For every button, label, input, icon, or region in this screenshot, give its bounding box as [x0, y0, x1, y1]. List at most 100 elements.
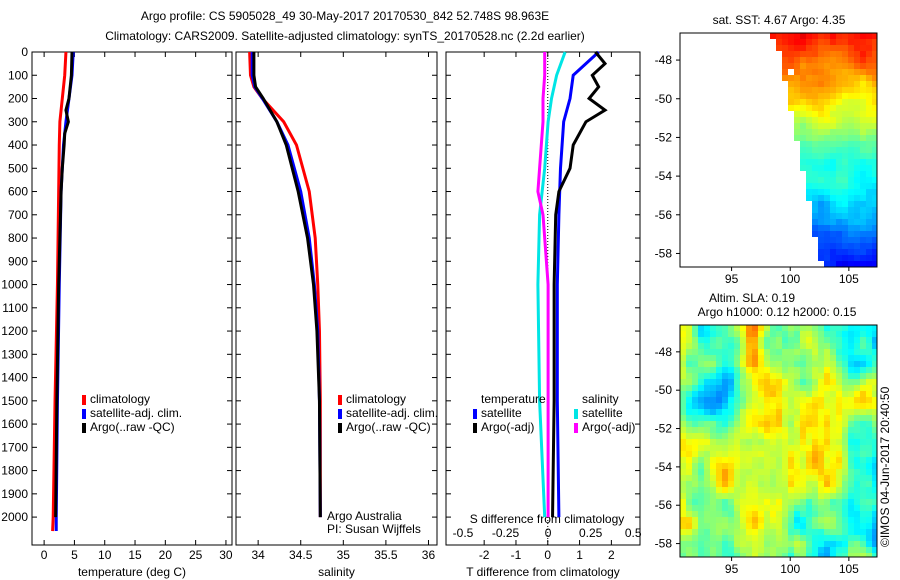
- map-cell: [692, 415, 698, 421]
- map-cell: [722, 385, 728, 391]
- map-cell: [860, 81, 866, 87]
- map-cell: [860, 93, 866, 99]
- map-cell: [800, 153, 806, 159]
- map-cell: [842, 63, 848, 69]
- map-cell: [854, 469, 860, 475]
- map-cell: [872, 403, 877, 409]
- map-cell: [758, 529, 764, 535]
- map-cell: [872, 99, 877, 105]
- map-cell: [734, 355, 740, 361]
- map-cell: [854, 249, 860, 255]
- map-cell: [680, 439, 686, 445]
- map-cell: [812, 523, 818, 529]
- map-cell: [722, 397, 728, 403]
- map-cell: [824, 541, 830, 547]
- map-cell: [794, 337, 800, 343]
- map-cell: [722, 421, 728, 427]
- map-cell: [854, 69, 860, 75]
- map-cell: [758, 517, 764, 523]
- map-cell: [800, 87, 806, 93]
- map-cell: [818, 379, 824, 385]
- map-cell: [716, 415, 722, 421]
- map-cell: [740, 403, 746, 409]
- map-cell: [716, 349, 722, 355]
- map-cell: [782, 57, 788, 63]
- map-cell: [716, 457, 722, 463]
- map-cell: [854, 39, 860, 45]
- map-cell: [812, 69, 818, 75]
- map-cell: [800, 409, 806, 415]
- map-cell: [818, 445, 824, 451]
- map-cell: [704, 481, 710, 487]
- map-cell: [788, 343, 794, 349]
- map-cell: [722, 451, 728, 457]
- map-cell: [764, 409, 770, 415]
- map-cell: [728, 397, 734, 403]
- map-cell: [752, 337, 758, 343]
- map-cell: [806, 379, 812, 385]
- map-cell: [866, 171, 872, 177]
- map-cell: [830, 45, 836, 51]
- map-cell: [716, 463, 722, 469]
- map-cell: [860, 517, 866, 523]
- map-cell: [872, 105, 877, 111]
- map-cell: [686, 391, 692, 397]
- map-cell: [686, 451, 692, 457]
- map-cell: [818, 367, 824, 373]
- map-cell: [716, 379, 722, 385]
- map-cell: [854, 499, 860, 505]
- map-cell: [812, 535, 818, 541]
- map-cell: [860, 231, 866, 237]
- map-cell: [686, 379, 692, 385]
- map-cell: [734, 391, 740, 397]
- map-cell: [680, 529, 686, 535]
- map-cell: [872, 129, 877, 135]
- map-cell: [704, 361, 710, 367]
- map-cell: [818, 415, 824, 421]
- map-cell: [686, 475, 692, 481]
- map-cell: [866, 343, 872, 349]
- map-cell: [830, 123, 836, 129]
- map-cell: [854, 403, 860, 409]
- map-cell: [734, 373, 740, 379]
- lat-tick-label: -54: [655, 169, 673, 183]
- map-cell: [776, 451, 782, 457]
- map-cell: [818, 397, 824, 403]
- map-cell: [800, 63, 806, 69]
- map-cell: [854, 171, 860, 177]
- map-cell: [818, 249, 824, 255]
- map-cell: [710, 547, 716, 553]
- map-cell: [764, 385, 770, 391]
- map-cell: [734, 487, 740, 493]
- map-cell: [812, 231, 818, 237]
- map-cell: [812, 105, 818, 111]
- map-cell: [824, 171, 830, 177]
- map-cell: [836, 249, 842, 255]
- map-cell: [680, 523, 686, 529]
- map-cell: [854, 243, 860, 249]
- map-cell: [758, 463, 764, 469]
- map-cell: [794, 63, 800, 69]
- map-cell: [854, 63, 860, 69]
- map-cell: [842, 541, 848, 547]
- map-cell: [836, 195, 842, 201]
- map-cell: [788, 373, 794, 379]
- map-cell: [692, 337, 698, 343]
- map-cell: [686, 553, 692, 557]
- map-cell: [806, 535, 812, 541]
- map-cell: [710, 373, 716, 379]
- map-cell: [716, 469, 722, 475]
- map-cell: [794, 105, 800, 111]
- map-cell: [866, 391, 872, 397]
- map-cell: [866, 237, 872, 243]
- map-cell: [854, 57, 860, 63]
- map-cell: [824, 373, 830, 379]
- map-cell: [854, 129, 860, 135]
- map-cell: [842, 469, 848, 475]
- map-cell: [686, 517, 692, 523]
- map-cell: [752, 349, 758, 355]
- map-cell: [794, 439, 800, 445]
- map-cell: [830, 141, 836, 147]
- map-cell: [836, 469, 842, 475]
- map-cell: [812, 99, 818, 105]
